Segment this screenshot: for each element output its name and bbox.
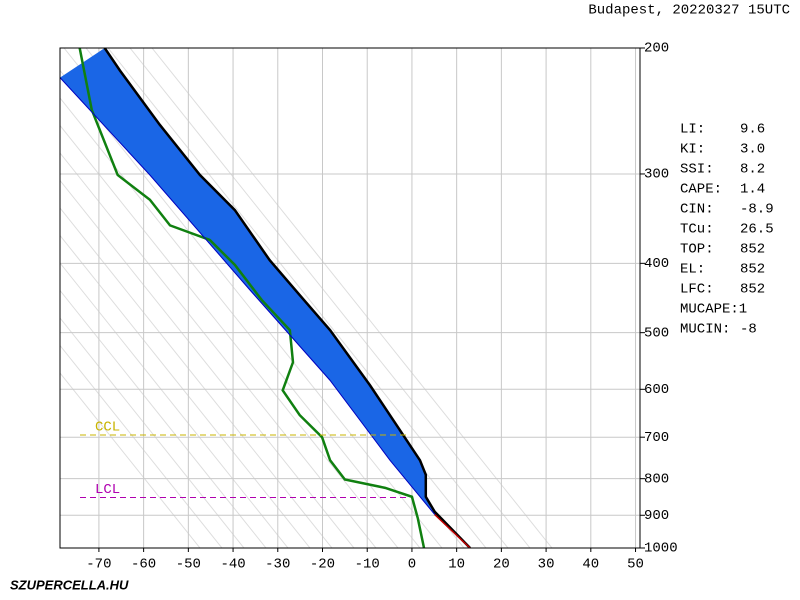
index-label: MUCIN: xyxy=(680,322,730,338)
index-value: 852 xyxy=(740,262,765,278)
index-label: CAPE: xyxy=(680,182,722,198)
y-tick-label: 300 xyxy=(644,167,669,183)
index-value: -8.9 xyxy=(740,202,774,218)
adiabat-line xyxy=(107,48,509,548)
adiabat-line xyxy=(60,124,399,548)
level-label: LCL xyxy=(95,482,120,498)
index-value: 1 xyxy=(739,302,747,318)
x-tick-label: -50 xyxy=(176,557,201,573)
y-tick-label: 900 xyxy=(644,508,669,524)
x-tick-label: 20 xyxy=(493,557,510,573)
index-label: CIN: xyxy=(680,202,714,218)
adiabat-line xyxy=(60,97,421,548)
x-tick-label: -40 xyxy=(220,557,245,573)
index-value: -8 xyxy=(740,322,757,338)
chart-title: Budapest, 20220327 15UTC xyxy=(588,3,790,19)
index-value: 852 xyxy=(740,242,765,258)
adiabat-line xyxy=(60,372,201,548)
profile-line xyxy=(78,48,426,548)
profile-line xyxy=(434,514,471,548)
x-tick-label: -20 xyxy=(310,557,335,573)
index-value: 852 xyxy=(740,282,765,298)
profile-line xyxy=(60,77,436,515)
y-tick-label: 700 xyxy=(644,430,669,446)
cape-area xyxy=(60,48,471,548)
y-tick-label: 500 xyxy=(644,325,669,341)
index-label: LI: xyxy=(680,122,705,138)
profile-line xyxy=(103,48,471,548)
x-tick-label: 50 xyxy=(627,557,644,573)
level-label: CCL xyxy=(95,420,120,436)
x-tick-label: 10 xyxy=(448,557,465,573)
index-value: 1.4 xyxy=(740,182,765,198)
index-label: EL: xyxy=(680,262,705,278)
adiabat-line xyxy=(60,289,267,548)
y-tick-label: 400 xyxy=(644,256,669,272)
y-tick-label: 200 xyxy=(644,41,669,57)
index-value: 9.6 xyxy=(740,122,765,138)
index-label: SSI: xyxy=(680,162,714,178)
adiabat-line xyxy=(60,262,289,548)
y-tick-label: 800 xyxy=(644,471,669,487)
footer: SZUPERCELLA.HU xyxy=(10,577,129,592)
x-tick-label: -10 xyxy=(355,557,380,573)
adiabat-line xyxy=(60,207,333,548)
x-tick-label: 40 xyxy=(582,557,599,573)
plot-area xyxy=(60,48,640,548)
plot-frame xyxy=(59,47,641,549)
index-label: MUCAPE: xyxy=(680,302,739,318)
x-tick-label: -30 xyxy=(265,557,290,573)
index-value: 26.5 xyxy=(740,222,774,238)
index-label: TCu: xyxy=(680,222,714,238)
x-tick-label: 0 xyxy=(408,557,416,573)
adiabat-line xyxy=(60,234,311,548)
y-tick-label: 1000 xyxy=(644,541,678,557)
x-tick-label: -70 xyxy=(86,557,111,573)
adiabat-line xyxy=(60,152,377,548)
adiabat-line xyxy=(60,344,223,548)
adiabat-line xyxy=(60,179,355,548)
adiabat-line xyxy=(60,317,245,548)
index-label: TOP: xyxy=(680,242,714,258)
index-value: 8.2 xyxy=(740,162,765,178)
x-tick-label: -60 xyxy=(131,557,156,573)
y-tick-label: 600 xyxy=(644,382,669,398)
x-tick-label: 30 xyxy=(538,557,555,573)
adiabat-line xyxy=(60,69,443,548)
index-value: 3.0 xyxy=(740,142,765,158)
index-label: KI: xyxy=(680,142,705,158)
adiabat-line xyxy=(151,48,553,548)
index-label: LFC: xyxy=(680,282,714,298)
adiabat-line xyxy=(129,48,531,548)
